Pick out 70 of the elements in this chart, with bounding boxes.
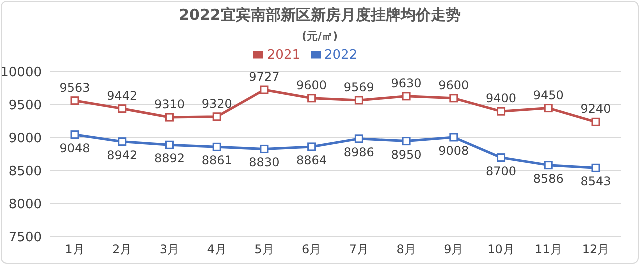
y-tick-label: 9500 — [8, 98, 42, 114]
chart-title: 2022宜宾南部新区新房月度挂牌均价走势 — [178, 6, 462, 25]
y-tick-label: 10000 — [0, 66, 42, 81]
point — [118, 138, 127, 146]
point — [212, 142, 222, 152]
data-label: 8892 — [154, 152, 185, 166]
legend-label: 2022 — [324, 48, 358, 63]
x-tick-label: 9月 — [444, 242, 464, 257]
point — [450, 94, 458, 103]
legend-label: 2021 — [267, 48, 300, 63]
data-label: 8950 — [391, 148, 422, 162]
y-tick-label: 8000 — [8, 198, 42, 213]
point — [118, 104, 127, 114]
point — [354, 134, 364, 144]
data-label: 9600 — [296, 78, 328, 92]
x-tick-label: 6月 — [302, 242, 322, 257]
data-label: 8830 — [249, 156, 280, 170]
y-tick-label: 8500 — [8, 164, 42, 180]
data-label: 9450 — [533, 88, 564, 102]
chart-subtitle: (元/㎡) — [300, 29, 340, 44]
y-tick-label: 7500 — [8, 230, 42, 246]
data-label: 8942 — [107, 148, 138, 162]
point — [354, 96, 364, 105]
data-label: 9240 — [580, 102, 612, 116]
x-tick-label: 3月 — [160, 242, 180, 257]
data-label: 8986 — [344, 145, 374, 160]
x-tick-label: 12月 — [582, 242, 610, 257]
data-label: 8864 — [296, 153, 328, 168]
point — [450, 133, 458, 142]
data-label: 9310 — [154, 98, 185, 112]
point — [592, 164, 600, 172]
data-label: 8586 — [533, 172, 564, 186]
x-tick-label: 1月 — [65, 242, 85, 257]
point — [544, 161, 553, 170]
point — [497, 154, 506, 162]
point — [544, 104, 553, 113]
data-label: 9048 — [60, 141, 90, 156]
data-label: 9630 — [391, 76, 422, 90]
x-tick-label: 8月 — [396, 242, 416, 257]
data-label: 8543 — [580, 174, 612, 189]
data-label: 8861 — [202, 154, 232, 168]
x-tick-label: 2月 — [112, 242, 132, 257]
point — [308, 142, 316, 152]
point — [402, 92, 411, 101]
point — [165, 140, 174, 150]
data-label: 9563 — [60, 80, 90, 95]
point — [70, 96, 80, 106]
y-tick-label: 9000 — [8, 132, 42, 147]
data-label: 8700 — [486, 164, 517, 178]
point — [402, 137, 411, 146]
data-label: 9727 — [249, 70, 280, 84]
x-tick-label: 10月 — [488, 242, 515, 257]
x-tick-label: 4月 — [207, 242, 227, 257]
point — [497, 107, 506, 116]
x-tick-label: 11月 — [534, 242, 562, 257]
data-label: 9400 — [486, 92, 517, 106]
data-label: 9442 — [107, 88, 138, 103]
x-tick-label: 5月 — [254, 242, 274, 257]
data-label: 9008 — [438, 144, 470, 158]
data-label: 9600 — [438, 78, 470, 92]
point — [260, 144, 269, 154]
point — [212, 112, 222, 122]
data-label: 9320 — [202, 96, 232, 111]
point — [165, 113, 174, 122]
point — [308, 94, 316, 103]
data-label: 9569 — [344, 80, 374, 94]
point — [592, 118, 600, 126]
point — [70, 130, 80, 140]
x-tick-label: 7月 — [349, 242, 369, 257]
point — [260, 86, 269, 94]
